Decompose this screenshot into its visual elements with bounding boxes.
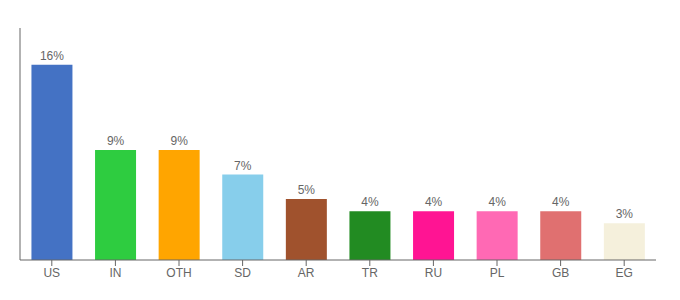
svg-text:GB: GB — [552, 266, 569, 280]
svg-text:9%: 9% — [170, 134, 188, 148]
svg-text:4%: 4% — [425, 195, 443, 209]
svg-text:US: US — [43, 266, 60, 280]
svg-text:4%: 4% — [552, 195, 570, 209]
svg-text:7%: 7% — [234, 159, 252, 173]
svg-text:SD: SD — [234, 266, 251, 280]
svg-text:OTH: OTH — [166, 266, 191, 280]
svg-text:RU: RU — [425, 266, 442, 280]
svg-text:16%: 16% — [40, 49, 64, 63]
svg-text:IN: IN — [109, 266, 121, 280]
svg-text:AR: AR — [298, 266, 315, 280]
svg-text:PL: PL — [490, 266, 505, 280]
svg-text:4%: 4% — [488, 195, 506, 209]
svg-text:3%: 3% — [616, 207, 634, 221]
svg-text:9%: 9% — [107, 134, 125, 148]
svg-text:EG: EG — [616, 266, 633, 280]
svg-text:4%: 4% — [361, 195, 379, 209]
svg-text:TR: TR — [362, 266, 378, 280]
svg-text:5%: 5% — [298, 183, 316, 197]
